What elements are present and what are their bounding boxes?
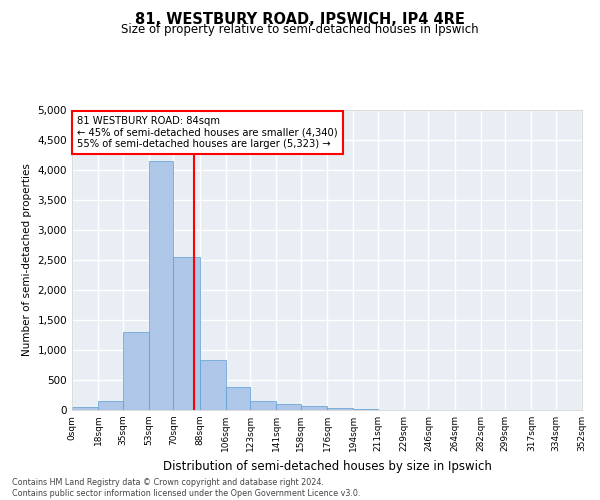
Bar: [276, 404, 301, 410]
Bar: [250, 402, 276, 410]
Text: 81 WESTBURY ROAD: 84sqm
← 45% of semi-detached houses are smaller (4,340)
55% of: 81 WESTBURY ROAD: 84sqm ← 45% of semi-de…: [77, 116, 338, 149]
Text: Contains HM Land Registry data © Crown copyright and database right 2024.
Contai: Contains HM Land Registry data © Crown c…: [12, 478, 361, 498]
Bar: [301, 406, 327, 410]
Bar: [173, 257, 200, 410]
Y-axis label: Number of semi-detached properties: Number of semi-detached properties: [22, 164, 32, 356]
Bar: [199, 360, 226, 410]
Bar: [327, 408, 353, 410]
Text: Size of property relative to semi-detached houses in Ipswich: Size of property relative to semi-detach…: [121, 22, 479, 36]
Bar: [226, 386, 250, 410]
Text: 81, WESTBURY ROAD, IPSWICH, IP4 4RE: 81, WESTBURY ROAD, IPSWICH, IP4 4RE: [135, 12, 465, 28]
Bar: [123, 332, 149, 410]
Bar: [149, 161, 173, 410]
Bar: [72, 407, 98, 410]
Bar: [98, 401, 123, 410]
X-axis label: Distribution of semi-detached houses by size in Ipswich: Distribution of semi-detached houses by …: [163, 460, 491, 472]
